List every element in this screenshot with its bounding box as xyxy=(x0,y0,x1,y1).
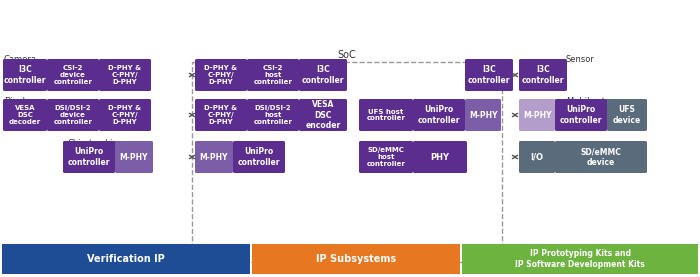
Text: UniPro
controller: UniPro controller xyxy=(418,105,461,125)
Text: Sensor: Sensor xyxy=(566,55,595,64)
Text: SD/eMMC
host
controller: SD/eMMC host controller xyxy=(367,147,405,167)
Bar xyxy=(2,244,250,274)
Text: SoC: SoC xyxy=(337,50,356,60)
FancyBboxPatch shape xyxy=(247,99,299,131)
Text: D-PHY &
C-PHY/
D-PHY: D-PHY & C-PHY/ D-PHY xyxy=(204,65,237,85)
FancyBboxPatch shape xyxy=(359,141,413,173)
Text: Display: Display xyxy=(4,97,35,106)
Text: CSI-2
host
controller: CSI-2 host controller xyxy=(253,65,293,85)
FancyBboxPatch shape xyxy=(299,99,347,131)
FancyBboxPatch shape xyxy=(607,99,647,131)
FancyBboxPatch shape xyxy=(195,99,247,131)
Text: I3C
controller: I3C controller xyxy=(522,65,564,85)
FancyBboxPatch shape xyxy=(233,141,285,173)
FancyBboxPatch shape xyxy=(519,141,555,173)
Text: M-PHY: M-PHY xyxy=(469,111,497,119)
FancyBboxPatch shape xyxy=(413,99,465,131)
FancyBboxPatch shape xyxy=(299,59,347,91)
FancyBboxPatch shape xyxy=(465,99,501,131)
FancyBboxPatch shape xyxy=(555,141,647,173)
Text: I3C
controller: I3C controller xyxy=(468,65,510,85)
FancyBboxPatch shape xyxy=(99,99,151,131)
Text: IP Prototyping Kits and
IP Software Development Kits: IP Prototyping Kits and IP Software Deve… xyxy=(515,249,645,269)
Text: UniPro
controller: UniPro controller xyxy=(560,105,602,125)
Text: VESA
DSC
decoder: VESA DSC decoder xyxy=(9,105,41,125)
FancyBboxPatch shape xyxy=(359,99,413,131)
FancyBboxPatch shape xyxy=(195,59,247,91)
FancyBboxPatch shape xyxy=(519,99,555,131)
Text: IP Subsystems: IP Subsystems xyxy=(316,254,396,264)
Text: Camera: Camera xyxy=(4,55,37,64)
FancyBboxPatch shape xyxy=(47,99,99,131)
FancyBboxPatch shape xyxy=(247,59,299,91)
Bar xyxy=(462,244,698,274)
Text: M-PHY: M-PHY xyxy=(523,111,552,119)
Text: CSI-2
device
controller: CSI-2 device controller xyxy=(54,65,92,85)
Text: UFS host
controller: UFS host controller xyxy=(367,109,405,122)
Text: D-PHY &
C-PHY/
D-PHY: D-PHY & C-PHY/ D-PHY xyxy=(108,105,141,125)
Text: UniPro
controller: UniPro controller xyxy=(238,147,280,167)
Text: DSI/DSI-2
host
controller: DSI/DSI-2 host controller xyxy=(253,105,293,125)
Text: Mobile storage: Mobile storage xyxy=(567,97,629,106)
FancyBboxPatch shape xyxy=(413,141,467,173)
Text: D-PHY &
C-PHY/
D-PHY: D-PHY & C-PHY/ D-PHY xyxy=(204,105,237,125)
FancyBboxPatch shape xyxy=(195,141,233,173)
FancyBboxPatch shape xyxy=(99,59,151,91)
Text: PHY: PHY xyxy=(430,153,449,161)
Text: VESA
DSC
encoder: VESA DSC encoder xyxy=(305,100,341,130)
Text: I3C
controller: I3C controller xyxy=(302,65,344,85)
FancyBboxPatch shape xyxy=(47,59,99,91)
Text: M-PHY: M-PHY xyxy=(199,153,228,161)
FancyBboxPatch shape xyxy=(519,59,567,91)
FancyBboxPatch shape xyxy=(465,59,513,91)
FancyBboxPatch shape xyxy=(63,141,115,173)
Text: M-PHY: M-PHY xyxy=(120,153,148,161)
Text: UFS
device: UFS device xyxy=(613,105,641,125)
Text: I3C
controller: I3C controller xyxy=(4,65,46,85)
Text: I/O: I/O xyxy=(531,153,543,161)
FancyBboxPatch shape xyxy=(115,141,153,173)
Bar xyxy=(252,244,460,274)
FancyBboxPatch shape xyxy=(555,99,607,131)
Text: DSI/DSI-2
device
controller: DSI/DSI-2 device controller xyxy=(54,105,92,125)
Text: UniPro
controller: UniPro controller xyxy=(68,147,111,167)
Bar xyxy=(192,62,502,262)
FancyBboxPatch shape xyxy=(3,59,47,91)
FancyBboxPatch shape xyxy=(3,99,47,131)
Text: Chip-to-chip: Chip-to-chip xyxy=(68,139,119,148)
Text: SD/eMMC
device: SD/eMMC device xyxy=(580,147,622,167)
Text: D-PHY &
C-PHY/
D-PHY: D-PHY & C-PHY/ D-PHY xyxy=(108,65,141,85)
Text: Verification IP: Verification IP xyxy=(87,254,165,264)
